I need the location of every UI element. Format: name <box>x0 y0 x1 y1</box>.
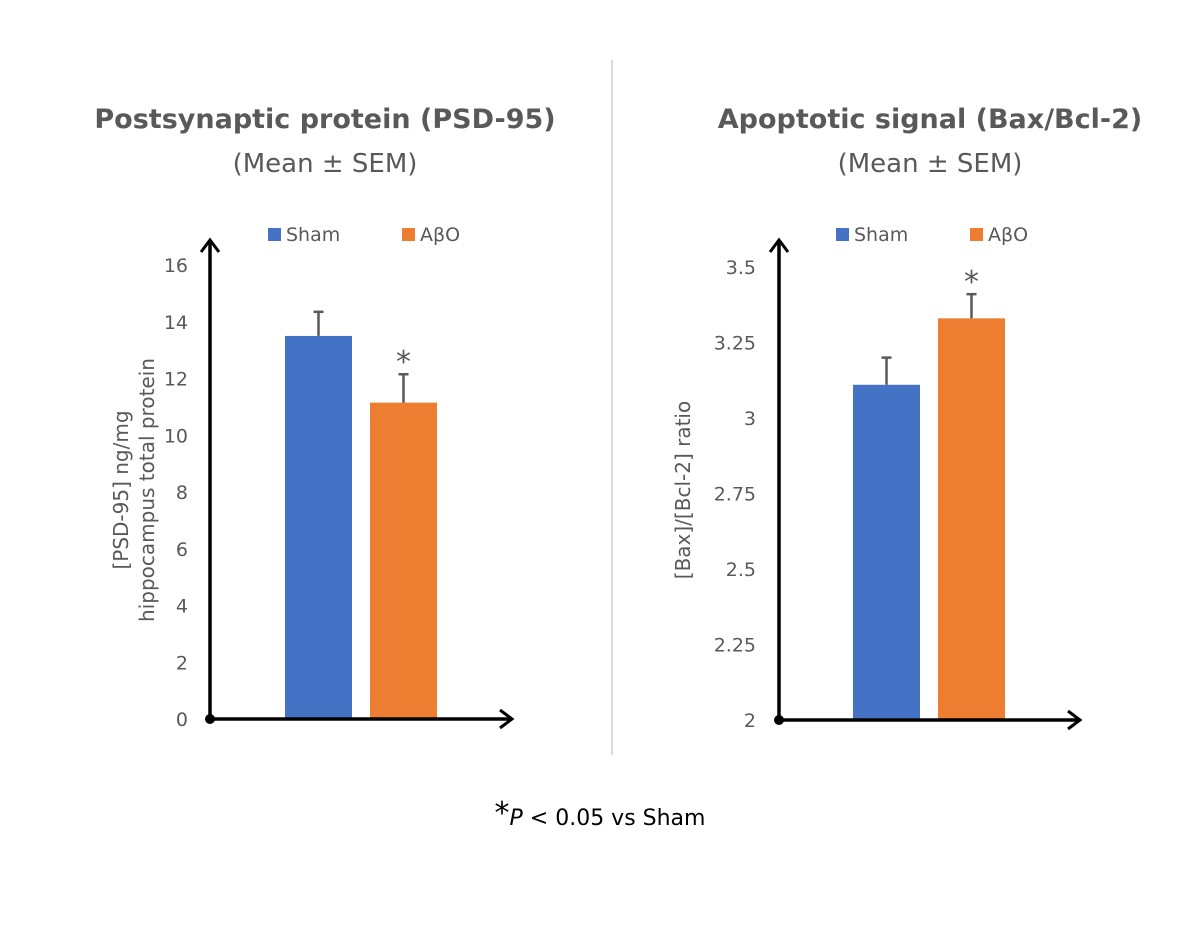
chart-title: Postsynaptic protein (PSD-95) <box>94 104 555 135</box>
legend-label: Sham <box>286 224 340 246</box>
y-axis-arrow-icon <box>199 237 221 253</box>
y-tick-label: 0 <box>176 709 188 731</box>
x-axis-arrow-icon <box>1067 709 1083 731</box>
chart-subtitle: (Mean ± SEM) <box>838 149 1023 179</box>
legend-swatch <box>970 228 983 241</box>
legend-swatch <box>836 228 849 241</box>
y-tick-label: 3 <box>744 408 756 430</box>
y-tick-label: 12 <box>164 369 188 391</box>
y-axis-label: [PSD-95] ng/mg <box>109 410 133 569</box>
legend-swatch <box>402 228 415 241</box>
axis-origin-dot <box>774 715 784 725</box>
bar-abo <box>938 318 1005 720</box>
legend-label: AβO <box>420 224 460 246</box>
chart-bax-bcl2: Apoptotic signal (Bax/Bcl-2) (Mean ± SEM)… <box>671 104 1142 732</box>
bar-abo <box>370 402 437 719</box>
y-tick-label: 10 <box>164 425 188 447</box>
legend-swatch <box>268 228 281 241</box>
y-tick-label: 3.5 <box>726 257 756 279</box>
y-axis-label: hippocampus total protein <box>135 358 159 622</box>
chart-title: Apoptotic signal (Bax/Bcl-2) <box>718 104 1142 135</box>
footnote-star: * <box>495 796 510 831</box>
chart-psd95: Postsynaptic protein (PSD-95) (Mean ± SEM… <box>94 104 555 731</box>
y-tick-label: 14 <box>164 312 188 334</box>
bar-sham <box>285 335 352 719</box>
x-axis-arrow-icon <box>499 708 515 730</box>
y-tick-label: 4 <box>176 596 188 618</box>
y-tick-label: 2.5 <box>726 559 756 581</box>
significance-star: * <box>964 265 979 300</box>
y-tick-label: 2.25 <box>714 635 756 657</box>
significance-star: * <box>396 345 411 380</box>
legend-label: AβO <box>988 224 1028 246</box>
footnote: *P < 0.05 vs Sham <box>495 796 706 831</box>
footnote-p: P <box>510 806 524 831</box>
axis-origin-dot <box>205 714 215 724</box>
y-tick-label: 2 <box>176 652 188 674</box>
y-axis-arrow-icon <box>768 237 790 253</box>
y-tick-label: 3.25 <box>714 333 756 355</box>
y-tick-label: 6 <box>176 539 188 561</box>
chart-subtitle: (Mean ± SEM) <box>233 149 418 179</box>
legend-label: Sham <box>854 224 908 246</box>
bar-sham <box>853 384 920 720</box>
y-tick-label: 8 <box>176 482 188 504</box>
y-tick-label: 2.75 <box>714 484 756 506</box>
footnote-text: < 0.05 vs Sham <box>523 806 706 831</box>
y-tick-label: 16 <box>164 255 188 277</box>
y-axis-label: [Bax]/[Bcl-2] ratio <box>671 401 695 579</box>
y-tick-label: 2 <box>744 710 756 732</box>
